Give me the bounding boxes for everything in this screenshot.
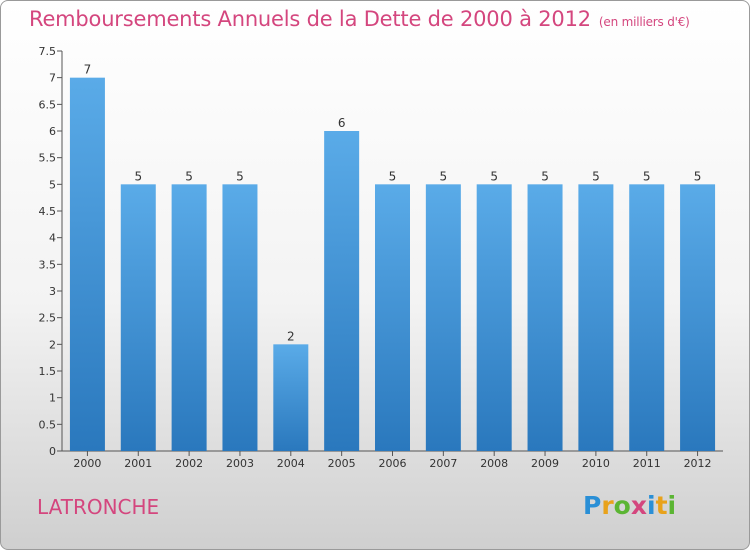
x-tick-label: 2007 [429,457,457,470]
x-tick-label: 2006 [379,457,407,470]
x-tick-label: 2003 [226,457,254,470]
logo-letter: i [667,491,677,520]
bar [69,77,105,452]
y-tick-label: 6 [49,125,56,138]
logo-letter: r [601,491,614,520]
data-label: 5 [694,169,702,183]
data-label: 5 [592,169,600,183]
proxiti-logo: Proxiti [583,491,676,520]
y-tick-label: 1.5 [39,365,57,378]
x-tick-label: 2000 [73,457,101,470]
y-tick-label: 1 [49,392,56,405]
y-tick-label: 4 [49,232,56,245]
x-tick-label: 2002 [175,457,203,470]
data-label: 5 [643,169,651,183]
chart-title-text: Remboursements Annuels de la Dette de 20… [29,7,591,31]
bar [222,184,258,452]
bar [375,184,410,452]
x-tick-label: 2008 [480,457,508,470]
logo-letter: i [647,491,656,520]
x-tick-label: 2009 [531,457,559,470]
data-label: 5 [440,169,448,183]
chart-subtitle: (en milliers d'€) [598,15,690,29]
chart-title: Remboursements Annuels de la Dette de 20… [29,7,690,31]
y-tick-label: 2 [49,338,56,351]
y-tick-label: 7 [49,72,56,85]
x-tick-label: 2001 [124,457,152,470]
y-tick-label: 0 [49,445,56,458]
y-tick-label: 3 [49,285,56,298]
data-label: 2 [287,329,295,343]
data-label: 5 [134,169,142,183]
x-tick-label: 2010 [582,457,610,470]
logo-letter: P [583,491,602,520]
bar [527,184,563,452]
x-tick-label: 2005 [328,457,356,470]
commune-name: LATRONCHE [37,495,160,519]
y-tick-label: 5 [49,178,56,191]
y-tick-label: 3.5 [39,258,57,271]
bar [629,184,665,452]
logo-letter: x [630,491,647,520]
x-tick-label: 2012 [684,457,712,470]
y-tick-label: 5.5 [39,152,57,165]
data-label: 5 [389,169,397,183]
y-tick-label: 0.5 [39,418,57,431]
bar [171,184,207,452]
logo-letter: t [655,491,668,520]
data-label: 6 [338,116,346,130]
bar [680,184,716,452]
data-label: 7 [84,63,92,77]
bar [578,184,614,452]
data-label: 5 [236,169,244,183]
x-tick-label: 2011 [633,457,661,470]
bar [425,184,461,452]
bar [273,344,309,451]
logo-letter: o [613,491,631,520]
y-tick-label: 6.5 [39,98,57,111]
x-tick-label: 2004 [277,457,305,470]
data-label: 5 [490,169,498,183]
y-tick-label: 4.5 [39,205,57,218]
y-tick-label: 2.5 [39,312,57,325]
bar [324,131,360,451]
data-label: 5 [541,169,549,183]
data-label: 5 [185,169,193,183]
y-tick-label: 7.5 [39,45,57,58]
bar [476,184,512,452]
bar [120,184,156,452]
